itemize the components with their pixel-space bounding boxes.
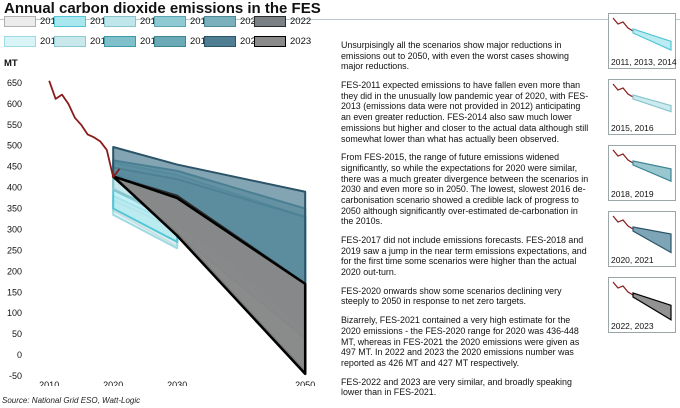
x-tick-label: 2010	[39, 380, 59, 386]
thumbnail: 2018, 2019	[608, 145, 676, 201]
legend-item-2020: 2020	[204, 16, 261, 27]
legend-item-2022: 2022	[254, 16, 311, 27]
y-tick-label: 100	[7, 308, 22, 318]
title-divider	[0, 19, 680, 20]
legend-label: 2020	[240, 16, 262, 27]
legend-item-2017: 2017	[104, 36, 161, 47]
emissions-chart: MT -50 0 50 100 150 200 250 300 350 400 450 500 550 60…	[4, 58, 315, 386]
legend-item-2016: 2016	[104, 16, 161, 27]
thumbnail: 2022, 2023	[608, 277, 676, 333]
legend-label: 2014	[90, 16, 112, 27]
y-tick-label: 150	[7, 287, 22, 297]
commentary-paragraph-2: FES-2011 expected emissions to have fall…	[341, 80, 589, 144]
legend-label: 2013	[40, 36, 62, 47]
thumbnail-history-line	[612, 83, 634, 98]
thumbnail-label: 2018, 2019	[611, 189, 654, 199]
legend-item-2018: 2018	[154, 16, 211, 27]
thumbnail-label: 2020, 2021	[611, 255, 654, 265]
historical-emissions-line	[48, 80, 121, 179]
legend-swatch	[254, 16, 286, 27]
thumbnail-chart	[612, 281, 672, 321]
legend-label: 2011	[40, 16, 61, 27]
legend-swatch	[54, 36, 86, 47]
legend-label: 2019	[190, 36, 212, 47]
thumbnail: 2011, 2013, 2014	[608, 13, 677, 69]
legend-label: 2017	[140, 36, 162, 47]
thumbnail: 2015, 2016	[608, 79, 676, 135]
legend-label: 2022	[290, 16, 312, 27]
y-tick-label: 500	[7, 141, 22, 151]
thumbnail-history-line	[612, 17, 634, 32]
legend-label: 2015	[90, 36, 112, 47]
commentary-paragraph-4: FES-2017 did not include emissions forec…	[341, 235, 587, 278]
thumbnail-fan	[632, 94, 672, 113]
legend-swatch	[4, 16, 36, 27]
commentary-paragraph-1: Unsurpisingly all the scenarios show maj…	[341, 40, 569, 72]
thumbnail-label: 2011, 2013, 2014	[611, 57, 677, 67]
commentary-paragraph-5: FES-2020 onwards show some scenarios dec…	[341, 285, 562, 307]
thumbnail-chart	[612, 83, 672, 113]
legend-label: 2023	[290, 36, 312, 47]
y-tick-label: 250	[7, 245, 22, 255]
thumbnail-label: 2015, 2016	[611, 123, 654, 133]
y-tick-label: 600	[7, 99, 22, 109]
legend-item-2021: 2021	[204, 36, 261, 47]
chart-title: Annual carbon dioxide emissions in the F…	[4, 0, 321, 17]
legend-label: 2018	[190, 16, 212, 27]
commentary-paragraph-3: From FES-2015, the range of future emiss…	[341, 152, 589, 227]
commentary: Unsurpisingly all the scenarios show maj…	[341, 40, 591, 406]
thumbnail-history-line	[612, 281, 634, 296]
legend-swatch	[154, 36, 186, 47]
legend-swatch	[54, 16, 86, 27]
legend-item-2011: 2011	[4, 16, 60, 27]
thumbnail-fan	[632, 160, 672, 183]
x-tick-label: 2050	[295, 380, 315, 386]
fan-2023	[111, 175, 307, 376]
y-tick-label: 350	[7, 204, 22, 214]
legend-item-2015: 2015	[54, 36, 111, 47]
source-note: Source: National Grid ESO, Watt-Logic	[2, 396, 141, 405]
legend-label: 2016	[140, 16, 162, 27]
y-axis-label: MT	[4, 58, 18, 69]
legend-item-2019: 2019	[154, 36, 211, 47]
x-tick-label: 2030	[167, 380, 187, 386]
y-tick-label: -50	[9, 371, 22, 381]
thumbnail-chart	[612, 215, 672, 254]
y-tick-label: 650	[7, 78, 22, 88]
legend-swatch	[204, 16, 236, 27]
legend-swatch	[254, 36, 286, 47]
thumbnail-chart	[612, 149, 672, 183]
y-tick-label: 550	[7, 120, 22, 130]
y-tick-label: 0	[17, 350, 22, 360]
y-tick-label: 450	[7, 162, 22, 172]
legend-swatch	[154, 16, 186, 27]
commentary-paragraph-7: FES-2022 and 2023 are very similar, and …	[341, 376, 572, 398]
thumbnail-fan	[632, 226, 672, 254]
legend-swatch	[204, 36, 236, 47]
thumbnail-history-line	[612, 215, 634, 230]
legend-item-2014: 2014	[54, 16, 111, 27]
chart-legend: 2011 2014 2016 2018 2020 2022 2013 2015 2017 2019…	[4, 16, 334, 52]
thumbnail-fan	[632, 28, 672, 52]
legend-item-2013: 2013	[4, 36, 61, 47]
thumbnail-chart	[612, 17, 672, 52]
thumbnail: 2020, 2021	[608, 211, 676, 267]
y-tick-label: 200	[7, 266, 22, 276]
legend-label: 2021	[240, 36, 262, 47]
thumbnail-history-line	[612, 149, 634, 164]
legend-swatch	[104, 36, 136, 47]
legend-swatch	[104, 16, 136, 27]
thumbnail-label: 2022, 2023	[611, 321, 654, 331]
y-tick-label: 50	[12, 329, 22, 339]
y-tick-label: 400	[7, 183, 22, 193]
legend-swatch	[4, 36, 36, 47]
commentary-paragraph-6: Bizarrely, FES-2021 contained a very hig…	[341, 315, 580, 368]
thumbnail-fan	[632, 292, 672, 321]
legend-item-2023: 2023	[254, 36, 311, 47]
x-tick-label: 2020	[103, 380, 123, 386]
y-tick-label: 300	[7, 224, 22, 234]
